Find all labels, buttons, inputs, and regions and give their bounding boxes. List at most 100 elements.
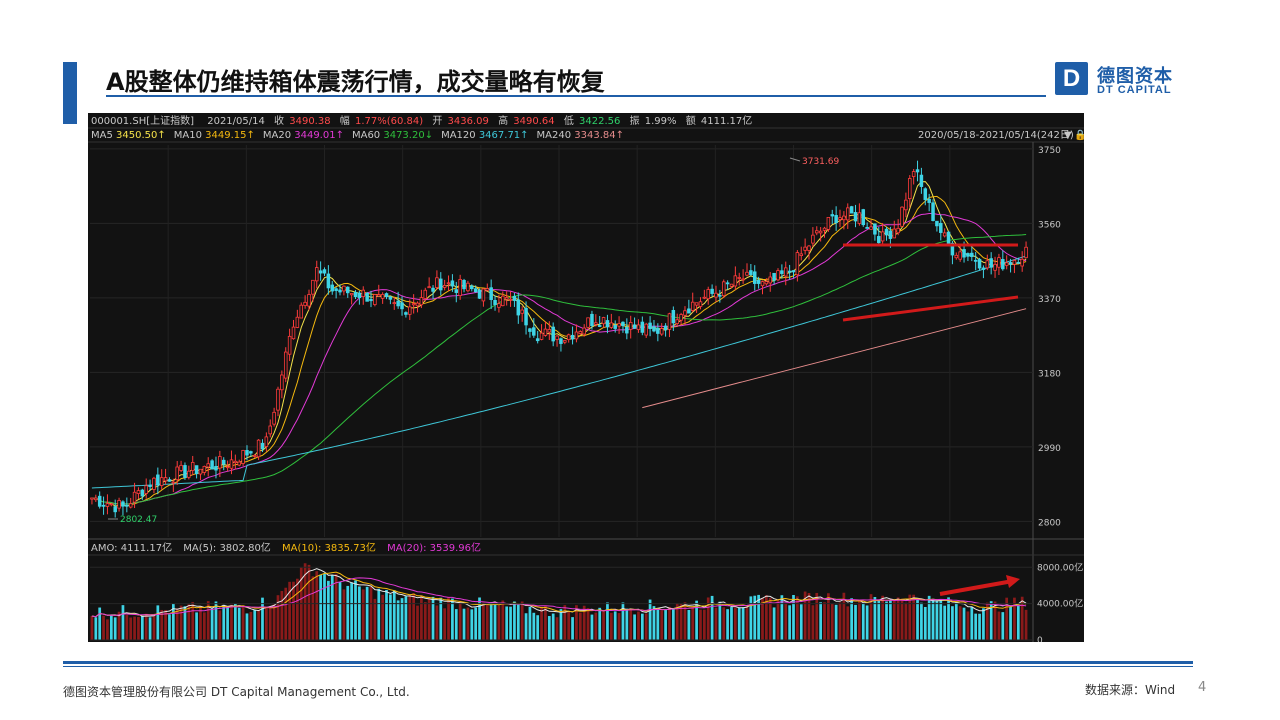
candle-body [357,292,362,298]
volume-bar [404,596,408,640]
volume-bar [563,605,567,640]
candle-body [795,252,800,276]
ma-legend: MA5 3450.50↑ MA10 3449.15↑ MA20 3449.01↑ MA… [91,130,624,141]
volume-bar [439,597,443,640]
candle-body [477,289,482,299]
svg-text:000001.SH[上证指数] 2021/05/: 000001.SH[上证指数] 2021/05/14 收 3490.38 幅 1… [91,114,752,127]
candle-body [140,489,145,497]
candle-body [493,299,497,305]
candle-body [342,285,346,292]
volume-bar [578,612,582,640]
volume-bar [470,609,474,640]
candle-body [702,296,707,299]
volume-bar [125,615,129,640]
volume-bar [431,596,435,640]
volume-bar [230,604,233,640]
candle-body [721,281,726,297]
candle-body [873,223,877,235]
candle-body [923,188,928,200]
candle-body [954,254,959,259]
candle-body [225,466,230,469]
candle-body [811,234,815,244]
volume-bar [427,598,431,640]
candle-body [939,222,943,233]
volume-bar [869,594,873,640]
candle-body [156,474,160,486]
price-tick-label: 2800 [1038,518,1061,528]
candle-body [737,277,741,279]
volume-bar [617,613,621,640]
volume-bar [648,599,652,640]
candle-body [1020,258,1024,267]
price-tick-label: 3560 [1038,220,1061,230]
volume-bar [827,593,830,640]
lock-icon[interactable]: 🔒 [1074,129,1086,141]
volume-bar [737,607,741,640]
volume-bar [458,600,462,640]
volume-bar [319,574,322,640]
volume-bar [179,605,183,640]
ma-legend-name: MA10 [174,130,205,141]
volume-bar [361,589,365,640]
candle-body [958,251,962,260]
slide-title: A股整体仍维持箱体震荡行情，成交量略有恢复 [106,68,605,96]
candle-body [218,456,222,469]
ma-line-ma60 [91,234,1027,505]
candle-body [508,298,513,301]
candle-body [749,270,753,276]
candle-body [617,323,621,327]
volume-bar [962,607,966,640]
volume-bar [609,612,613,640]
candle-body [144,485,148,494]
candle-body [838,217,842,220]
volume-bar [129,617,133,640]
volume-bar [94,617,98,640]
candle-body [159,477,164,486]
candle-body [745,271,749,276]
volume-bar [133,616,136,640]
volume-bar [582,605,586,640]
dropdown-arrow-icon[interactable]: ▼ [1064,130,1072,141]
candle-body [318,270,323,274]
candle-body [880,231,885,242]
candle-body [233,460,238,464]
candle-body [656,327,660,334]
candle-body [268,425,272,435]
volume-bar [249,611,253,640]
candle-body [636,324,641,330]
volume-bar [296,578,299,640]
candle-body [590,313,594,327]
candle-body [497,303,501,308]
candle-body [764,281,769,285]
volume-bar [730,607,733,640]
volume-bar [106,619,109,640]
candle-body [183,465,187,478]
volume-bar [175,608,179,640]
volume-bar [237,607,241,640]
volume-bar [505,606,509,640]
volume-bar [1001,612,1005,640]
candle-body [241,450,245,464]
candle-body [187,470,191,478]
volume-bar [900,599,904,640]
volume-bar [284,587,288,640]
volume-bar [726,609,729,640]
candle-body [353,292,358,298]
candle-body [698,301,703,307]
volume-bar [982,608,985,640]
candle-body [431,287,435,292]
volume-bar [482,602,485,640]
candle-body [535,338,540,342]
volume-bar [652,606,656,640]
volume-bar [168,614,171,640]
candle-body [652,326,656,332]
candle-body [163,477,168,482]
candle-body [621,321,625,327]
volume-bar [865,605,869,640]
candle-body [167,479,172,482]
candle-body [908,178,912,200]
candle-body [396,300,400,307]
volume-bar [699,609,702,640]
candle-body [171,481,176,484]
candle-body [710,288,714,294]
